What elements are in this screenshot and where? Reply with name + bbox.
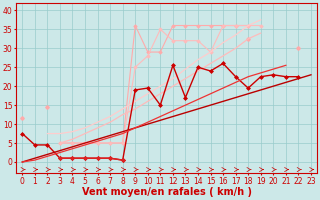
X-axis label: Vent moyen/en rafales ( km/h ): Vent moyen/en rafales ( km/h )	[82, 187, 252, 197]
